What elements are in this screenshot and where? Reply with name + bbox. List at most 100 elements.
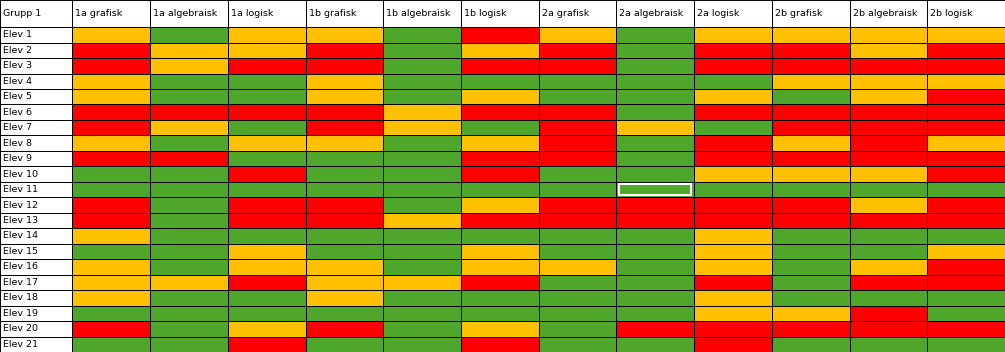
Bar bbox=[694, 120, 772, 136]
Text: Elev 17: Elev 17 bbox=[3, 278, 38, 287]
Bar bbox=[306, 306, 383, 321]
Bar bbox=[849, 182, 928, 197]
Bar bbox=[383, 166, 461, 182]
Bar bbox=[616, 337, 694, 352]
Bar bbox=[150, 58, 228, 74]
Bar bbox=[150, 228, 228, 244]
Bar bbox=[383, 290, 461, 306]
Bar bbox=[0, 275, 72, 290]
Text: Elev 11: Elev 11 bbox=[3, 185, 38, 194]
Text: Elev 6: Elev 6 bbox=[3, 108, 32, 117]
Bar bbox=[228, 244, 306, 259]
Bar bbox=[150, 182, 228, 197]
Bar bbox=[228, 0, 306, 27]
Bar bbox=[150, 166, 228, 182]
Bar bbox=[306, 337, 383, 352]
Text: Elev 12: Elev 12 bbox=[3, 201, 38, 209]
Bar bbox=[461, 182, 539, 197]
Bar bbox=[0, 89, 72, 105]
Bar bbox=[0, 105, 72, 120]
Bar bbox=[928, 74, 1005, 89]
Text: 1a algebraisk: 1a algebraisk bbox=[153, 9, 217, 18]
Bar bbox=[306, 197, 383, 213]
Text: Elev 1: Elev 1 bbox=[3, 30, 32, 39]
Bar bbox=[849, 166, 928, 182]
Bar bbox=[150, 105, 228, 120]
Bar bbox=[928, 120, 1005, 136]
Bar bbox=[0, 306, 72, 321]
Bar bbox=[616, 58, 694, 74]
Bar bbox=[772, 120, 849, 136]
Bar bbox=[461, 151, 539, 166]
Text: Elev 7: Elev 7 bbox=[3, 123, 32, 132]
Bar bbox=[72, 151, 150, 166]
Bar bbox=[306, 43, 383, 58]
Bar bbox=[849, 89, 928, 105]
Bar bbox=[72, 89, 150, 105]
Bar bbox=[928, 306, 1005, 321]
Text: Elev 9: Elev 9 bbox=[3, 154, 32, 163]
Bar bbox=[928, 136, 1005, 151]
Bar bbox=[228, 228, 306, 244]
Bar bbox=[539, 27, 616, 43]
Bar bbox=[306, 290, 383, 306]
Bar bbox=[383, 197, 461, 213]
Bar bbox=[849, 321, 928, 337]
Bar bbox=[228, 259, 306, 275]
Bar bbox=[72, 337, 150, 352]
Bar bbox=[0, 120, 72, 136]
Bar bbox=[383, 43, 461, 58]
Bar bbox=[772, 213, 849, 228]
Bar bbox=[150, 120, 228, 136]
Text: 2b logisk: 2b logisk bbox=[931, 9, 973, 18]
Bar bbox=[228, 120, 306, 136]
Bar bbox=[694, 244, 772, 259]
Bar bbox=[694, 43, 772, 58]
Bar bbox=[306, 213, 383, 228]
Bar bbox=[383, 120, 461, 136]
Bar bbox=[228, 89, 306, 105]
Bar bbox=[150, 306, 228, 321]
Bar bbox=[150, 275, 228, 290]
Bar bbox=[928, 275, 1005, 290]
Bar bbox=[539, 120, 616, 136]
Bar bbox=[539, 321, 616, 337]
Bar bbox=[539, 151, 616, 166]
Bar bbox=[228, 321, 306, 337]
Bar bbox=[849, 136, 928, 151]
Bar bbox=[461, 58, 539, 74]
Bar bbox=[849, 337, 928, 352]
Bar bbox=[539, 213, 616, 228]
Bar bbox=[72, 58, 150, 74]
Bar bbox=[72, 74, 150, 89]
Bar bbox=[539, 244, 616, 259]
Bar bbox=[616, 27, 694, 43]
Bar bbox=[849, 105, 928, 120]
Bar bbox=[849, 120, 928, 136]
Bar bbox=[461, 197, 539, 213]
Bar bbox=[0, 151, 72, 166]
Bar bbox=[72, 0, 150, 27]
Bar bbox=[694, 105, 772, 120]
Text: Elev 4: Elev 4 bbox=[3, 77, 32, 86]
Bar bbox=[306, 136, 383, 151]
Bar bbox=[228, 136, 306, 151]
Bar bbox=[694, 151, 772, 166]
Bar bbox=[694, 290, 772, 306]
Bar bbox=[150, 290, 228, 306]
Bar bbox=[849, 259, 928, 275]
Bar bbox=[539, 306, 616, 321]
Bar bbox=[616, 228, 694, 244]
Bar bbox=[150, 321, 228, 337]
Bar bbox=[228, 197, 306, 213]
Bar bbox=[694, 0, 772, 27]
Bar bbox=[694, 166, 772, 182]
Bar bbox=[616, 43, 694, 58]
Bar bbox=[849, 43, 928, 58]
Bar bbox=[539, 74, 616, 89]
Bar bbox=[849, 213, 928, 228]
Bar bbox=[461, 136, 539, 151]
Bar bbox=[616, 74, 694, 89]
Bar bbox=[72, 182, 150, 197]
Bar bbox=[306, 151, 383, 166]
